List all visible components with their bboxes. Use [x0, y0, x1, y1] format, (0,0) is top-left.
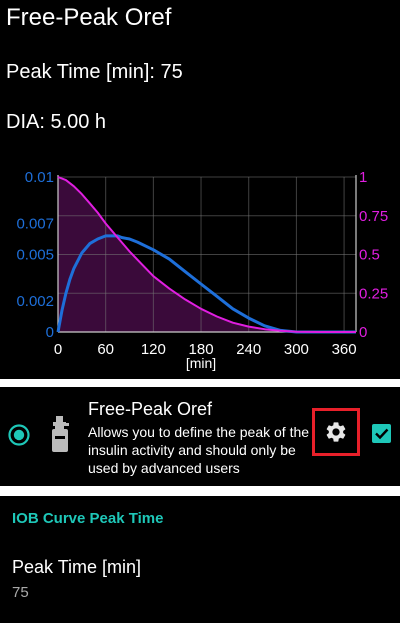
peak-time-text: Peak Time [min]: 75	[6, 61, 183, 84]
y-left-tick-label: 0.007	[16, 216, 54, 233]
dia-text: DIA: 5.00 h	[6, 111, 106, 134]
x-tick-label: 300	[284, 341, 309, 358]
section-header: IOB Curve Peak Time	[12, 510, 163, 527]
x-tick-label: 0	[54, 341, 62, 358]
divider-top	[0, 379, 400, 387]
page-title: Free-Peak Oref	[6, 4, 171, 32]
x-axis-unit-label: [min]	[186, 355, 216, 371]
gear-icon	[324, 420, 348, 444]
y-left-tick-label: 0.005	[16, 247, 54, 264]
y-right-tick-label: 0.25	[359, 285, 388, 302]
preference-title: Peak Time [min]	[12, 557, 141, 578]
preference-value: 75	[12, 584, 29, 601]
divider-bottom	[0, 486, 400, 496]
insulin-vial-icon	[49, 416, 73, 452]
y-right-tick-label: 0.5	[359, 247, 380, 264]
y-right-tick-label: 0.75	[359, 208, 388, 225]
y-left-tick-label: 0.01	[25, 169, 54, 186]
y-left-tick-label: 0	[46, 324, 54, 341]
plugin-radio-button[interactable]	[8, 424, 30, 446]
plugin-title: Free-Peak Oref	[88, 399, 212, 420]
y-left-tick-label: 0.002	[16, 293, 54, 310]
plugin-description: Allows you to define the peak of the ins…	[88, 423, 310, 477]
y-right-tick-label: 1	[359, 169, 367, 186]
x-tick-label: 60	[97, 341, 114, 358]
y-right-tick-label: 0	[359, 324, 367, 341]
x-tick-label: 240	[236, 341, 261, 358]
x-tick-label: 360	[332, 341, 357, 358]
plugin-settings-button[interactable]	[312, 408, 360, 456]
plugin-enabled-checkbox[interactable]	[372, 424, 391, 443]
checkmark-icon	[372, 424, 391, 443]
x-tick-label: 120	[141, 341, 166, 358]
